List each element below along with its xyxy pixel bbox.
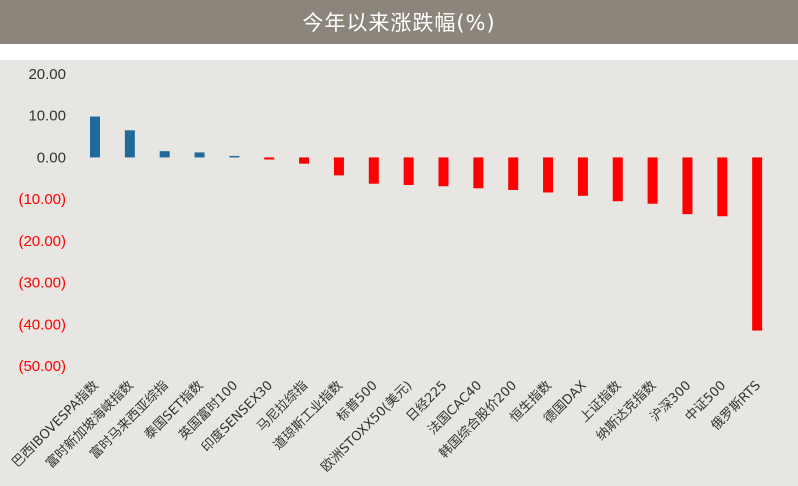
bar [438,157,449,187]
bar [264,157,275,160]
bars [90,116,763,331]
bar [299,157,310,164]
bar [333,157,344,176]
y-tick-label: (30.00) [18,275,66,292]
bar [229,155,240,158]
bar [90,116,100,158]
bar [717,157,728,217]
bar [577,157,588,196]
y-tick-label: 20.00 [28,66,66,83]
y-tick-label: (10.00) [18,191,66,208]
bar [403,157,414,185]
bar-chart: 20.00 10.00 0.00 (10.00) (20.00) (30.00) (40.0… [9,66,764,476]
bar [124,130,135,158]
bar [508,157,519,190]
y-tick-label: 10.00 [28,108,66,125]
bar [543,157,554,193]
y-tick-label: (50.00) [18,358,66,375]
bar [612,157,623,202]
bar [473,157,484,189]
bar [159,151,170,158]
chart-title: 今年以来涨跌幅(%) [302,11,496,35]
bar [368,157,379,184]
y-axis: 20.00 10.00 0.00 (10.00) (20.00) (30.00) (40.0… [18,66,66,375]
y-tick-label: 0.00 [37,149,66,166]
y-tick-label: (20.00) [18,233,66,250]
header-spacer [0,44,798,60]
chart-header: 今年以来涨跌幅(%) [0,0,798,44]
chart-area: 20.00 10.00 0.00 (10.00) (20.00) (30.00) (40.0… [0,60,798,486]
bar [194,152,205,158]
y-tick-label: (40.00) [18,316,66,333]
bar [682,157,693,215]
x-axis-labels: 巴西IBOVESPA指数富时新加坡海峡指数富时马来西亚综指泰国SET指数英国富时… [9,378,764,476]
bar [752,157,763,331]
bar [647,157,658,204]
